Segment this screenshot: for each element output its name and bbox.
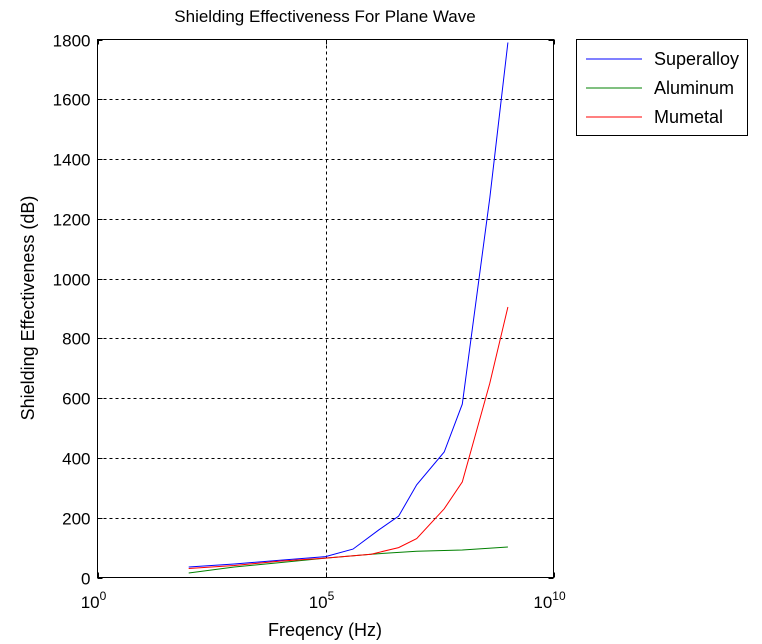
- series-layer: [188, 42, 509, 574]
- x-tick-base: 10: [81, 593, 100, 612]
- legend-label-superalloy: Superalloy: [654, 49, 739, 69]
- legend-label-mumetal: Mumetal: [654, 107, 723, 127]
- x-tick-exponent: 0: [100, 589, 107, 603]
- y-tick-label: 1800: [53, 32, 91, 51]
- plot-frame: [97, 39, 554, 578]
- series-line-mumetal: [188, 306, 509, 569]
- x-tick-exponent: 5: [328, 589, 335, 603]
- x-tick-base: 10: [533, 593, 552, 612]
- y-axis-label: Shielding Effectiveness (dB): [18, 196, 38, 421]
- y-tick-label: 600: [62, 390, 90, 409]
- y-tick-label: 200: [62, 510, 90, 529]
- legend: Superalloy Aluminum Mumetal: [576, 39, 748, 136]
- series-line-superalloy: [188, 42, 509, 568]
- y-tick-label: 400: [62, 450, 90, 469]
- x-tick-labels: 100 105 1010: [81, 589, 566, 612]
- legend-label-aluminum: Aluminum: [654, 78, 734, 98]
- x-tick-label: 1010: [533, 589, 566, 612]
- y-tick-labels: 0 200 400 600 800 1000 1200 1400 1600 1800: [53, 32, 91, 589]
- x-tick-exponent: 10: [552, 589, 566, 603]
- x-tick-base: 10: [309, 593, 328, 612]
- x-axis-label: Freqency (Hz): [268, 620, 382, 640]
- y-tick-label: 0: [81, 570, 90, 589]
- grid: [97, 39, 554, 578]
- y-tick-label: 1400: [53, 151, 91, 170]
- y-tick-label: 1000: [53, 271, 91, 290]
- y-tick-label: 1600: [53, 91, 91, 110]
- x-tick-label: 100: [81, 589, 107, 612]
- y-tick-label: 800: [62, 330, 90, 349]
- ticks: [97, 39, 555, 579]
- y-tick-label: 1200: [53, 211, 91, 230]
- chart-title: Shielding Effectiveness For Plane Wave: [174, 7, 475, 26]
- x-tick-label: 105: [309, 589, 335, 612]
